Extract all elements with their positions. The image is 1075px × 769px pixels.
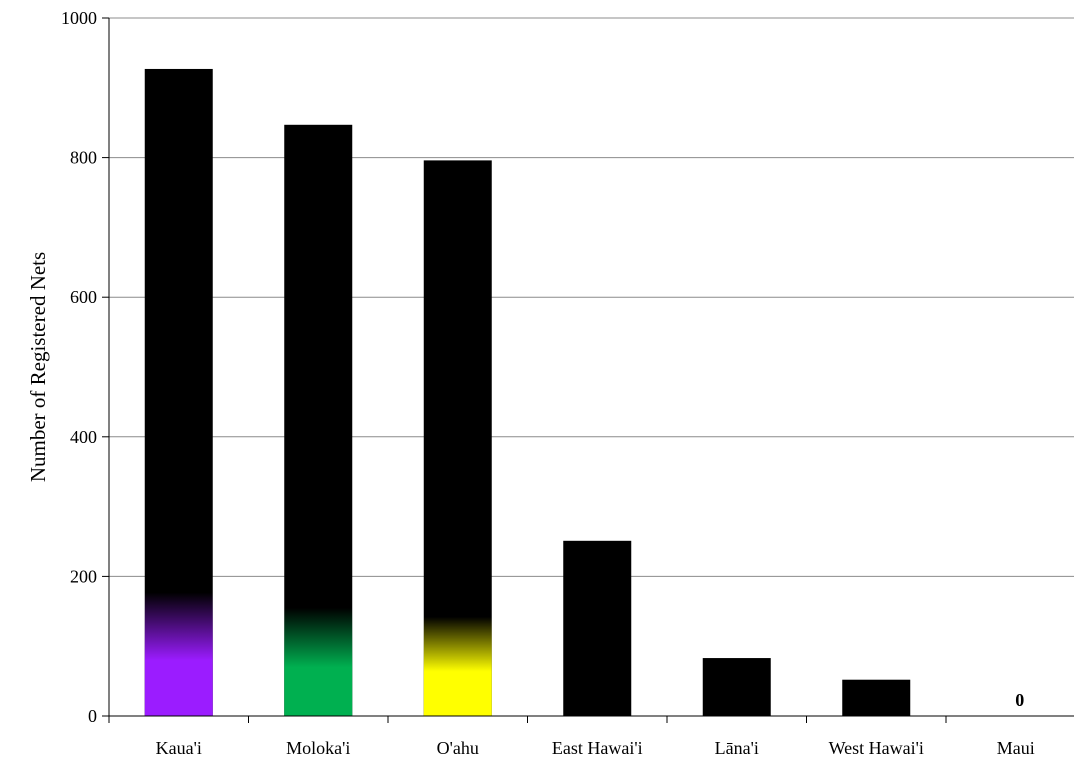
x-tick-label: Moloka'i — [286, 738, 350, 758]
x-tick-label: Kaua'i — [156, 738, 202, 758]
y-axis-title: Number of Registered Nets — [26, 252, 50, 482]
bar-highlight-0 — [144, 592, 213, 716]
data-label: 0 — [1015, 690, 1024, 710]
bar-highlight-1 — [284, 607, 353, 716]
bar-5 — [842, 679, 911, 716]
bar-4 — [702, 658, 771, 716]
bar-highlight-2 — [423, 616, 492, 716]
bars — [144, 68, 911, 717]
axes — [102, 17, 1074, 723]
x-tick-label: Maui — [997, 738, 1035, 758]
bar-3 — [563, 540, 632, 716]
x-tick-label: O'ahu — [437, 738, 479, 758]
gridlines — [109, 17, 1074, 577]
y-tick-label: 800 — [70, 148, 97, 168]
x-tick-label: Lāna'i — [715, 738, 759, 758]
y-tick-label: 0 — [88, 706, 97, 726]
x-tick-label: West Hawai'i — [829, 738, 924, 758]
labels: 0 200 400 600 800 1000 Kaua'i Moloka'i O'ahu East… — [61, 8, 1035, 758]
y-tick-label: 600 — [70, 287, 97, 307]
y-tick-label: 1000 — [61, 8, 97, 28]
x-tick-label: East Hawai'i — [552, 738, 643, 758]
y-tick-label: 200 — [70, 566, 97, 586]
y-tick-label: 400 — [70, 427, 97, 447]
